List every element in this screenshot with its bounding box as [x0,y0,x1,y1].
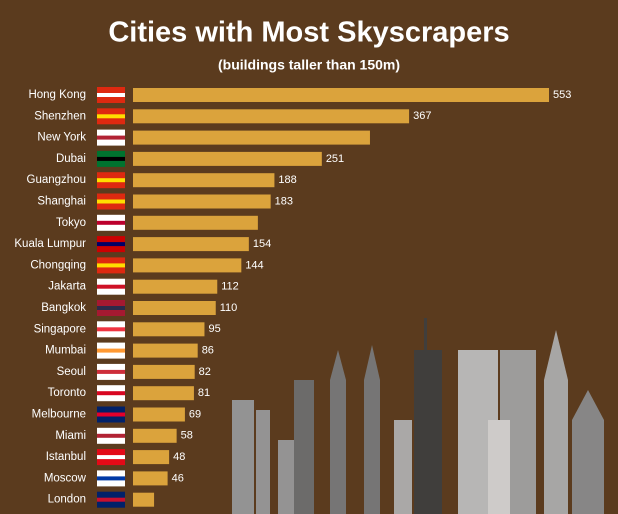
value-label: 251 [326,153,344,165]
bar [133,492,155,507]
flag-stripe [97,476,125,481]
flag-stripe [97,263,125,268]
bar [133,301,216,315]
flag-stripe [97,327,125,332]
value-label: 81 [198,387,210,399]
flag-stripe [97,348,125,353]
category-label: Dubai [56,153,86,165]
bar [133,109,410,124]
flag-stripe [97,114,125,119]
flag-stripe [97,135,125,140]
bar [133,343,198,358]
category-label: Jakarta [48,281,86,293]
value-label: 82 [199,366,211,378]
value-label: 95 [208,323,220,335]
value-label: 183 [275,195,293,207]
flag-stripe [97,412,125,417]
category-label: Seoul [57,366,86,378]
bar [133,130,370,145]
category-label: Hong Kong [28,89,86,101]
chart-subtitle: (buildings taller than 150m) [218,57,400,73]
flag-stripe [97,178,125,183]
value-label: 86 [202,345,214,357]
flag-stripe [97,433,125,438]
flag-stripe [97,455,125,460]
bar [133,428,177,443]
bar [133,173,275,188]
flag-stripe [97,93,125,97]
bar [133,386,194,401]
value-label: 46 [172,472,184,484]
value-label: 69 [189,408,201,420]
bar [133,364,195,379]
flag-stripe [97,306,125,310]
bar [133,258,242,273]
category-label: Guangzhou [27,174,86,186]
bar [133,450,170,465]
category-label: Shenzhen [34,110,86,122]
value-label: 112 [221,281,239,293]
flag-stripe [97,497,125,502]
category-label: Istanbul [46,451,86,463]
bar [133,88,549,102]
category-label: Shanghai [37,196,86,208]
flag-stripe [97,284,125,289]
flag-stripe [97,220,125,225]
skyline [232,318,604,514]
value-label: 553 [553,89,571,101]
category-label: Tokyo [56,217,86,229]
value-label: 48 [173,451,185,463]
category-label: London [48,494,86,506]
category-label: New York [37,132,86,144]
category-label: Melbourne [32,409,86,421]
category-label: Moscow [44,472,87,484]
category-label: Bangkok [41,302,86,314]
flag-stripe [97,369,125,374]
bar [133,322,205,337]
bar [133,237,249,252]
value-label: 154 [253,238,271,250]
value-label: 110 [220,302,238,314]
flag-stripe [97,156,125,161]
flag-stripe [97,391,125,396]
value-label: 58 [181,430,193,442]
category-label: Miami [55,430,86,442]
value-label: 188 [278,174,296,186]
value-label: 144 [245,259,263,271]
category-label: Singapore [34,323,86,335]
value-label: 367 [413,110,431,122]
bar [133,471,168,486]
category-label: Toronto [48,387,86,399]
flag-stripe [97,242,125,247]
bar [133,215,258,230]
category-label: Mumbai [45,345,86,357]
bar [133,151,322,166]
chart-title: Cities with Most Skyscrapers [108,17,509,49]
bar [133,194,271,209]
bar [133,279,218,294]
category-label: Kuala Lumpur [14,238,86,250]
flag-stripe [97,199,125,204]
bar [133,407,185,422]
category-label: Chongqing [30,259,86,271]
